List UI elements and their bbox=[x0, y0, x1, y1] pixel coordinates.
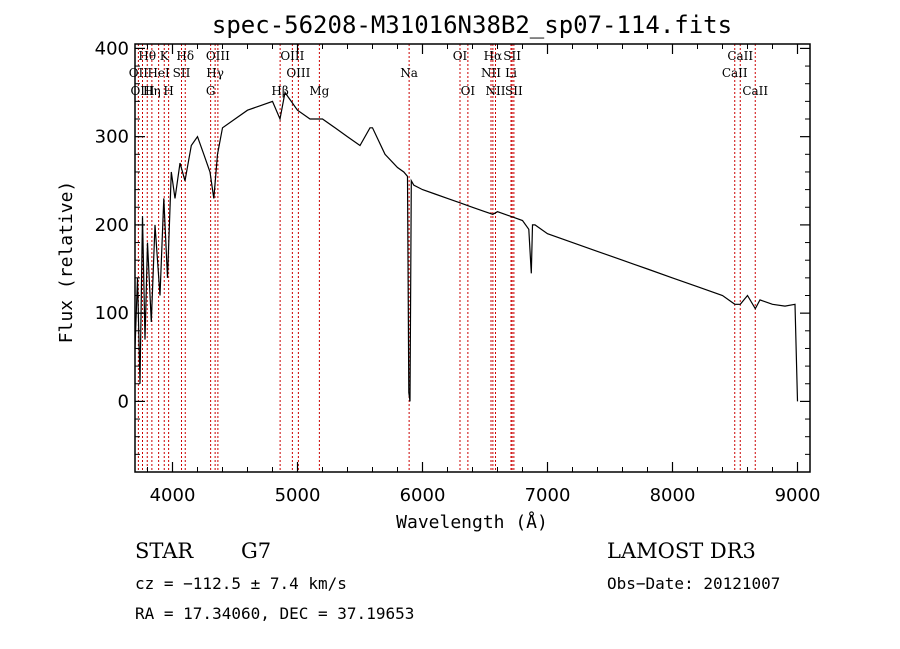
x-tick-label: 9000 bbox=[775, 485, 821, 506]
spectral-line-label: OIII bbox=[286, 66, 310, 80]
redshift-label: cz = −112.5 ± 7.4 km/s bbox=[135, 574, 347, 593]
spectral-line-label: OIII bbox=[130, 84, 154, 98]
spectral-line-label: SII bbox=[503, 49, 521, 63]
spectral-line-label: NII bbox=[486, 84, 506, 98]
spectral-line-label: HeI bbox=[147, 66, 170, 80]
y-tick-label: 200 bbox=[95, 215, 129, 236]
spectral-line-label: H bbox=[163, 84, 173, 98]
y-tick-label: 300 bbox=[95, 127, 129, 148]
spectral-line-label: CaII bbox=[727, 49, 753, 63]
x-tick-label: 4000 bbox=[150, 485, 196, 506]
y-tick-label: 0 bbox=[118, 391, 129, 412]
x-tick-label: 7000 bbox=[525, 485, 571, 506]
y-axis-ticks: 0 100 200 300 400 bbox=[95, 38, 810, 455]
y-tick-label: 100 bbox=[95, 303, 129, 324]
x-tick-label: 5000 bbox=[275, 485, 321, 506]
survey-label: LAMOST DR3 bbox=[607, 539, 756, 563]
spectral-line-label: Hη bbox=[143, 84, 161, 98]
y-axis-label: Flux (relative) bbox=[56, 181, 77, 344]
spectral-line-label: OII bbox=[129, 66, 149, 80]
spectral-line-markers bbox=[137, 44, 756, 472]
subclass-label: G7 bbox=[241, 539, 271, 563]
coords-label: RA = 17.34060, DEC = 37.19653 bbox=[135, 604, 414, 623]
spectral-line-label: SII bbox=[173, 66, 191, 80]
spectral-line-label: K bbox=[160, 49, 170, 63]
spectral-line-label: G bbox=[206, 84, 216, 98]
spectral-line-label: CaII bbox=[722, 66, 748, 80]
spectrum-line bbox=[134, 90, 799, 402]
spectral-line-label: OIII bbox=[206, 49, 230, 63]
obs-date-label: Obs−Date: 20121007 bbox=[607, 574, 780, 593]
plot-frame bbox=[134, 43, 811, 473]
spectral-line-label: Mg bbox=[309, 84, 329, 98]
spectral-line-label: Hβ bbox=[271, 84, 288, 98]
spectral-line-label: Hθ bbox=[138, 49, 156, 63]
spectral-line-label: Hδ bbox=[176, 49, 194, 63]
spectral-line-label: CaII bbox=[742, 84, 768, 98]
chart-title: spec-56208-M31016N38B2_sp07-114.fits bbox=[212, 11, 732, 39]
x-axis-label: Wavelength (Å) bbox=[396, 511, 548, 533]
y-tick-label: 400 bbox=[95, 38, 129, 59]
class-label: STAR bbox=[135, 539, 194, 563]
spectral-line-label: Hγ bbox=[206, 66, 224, 80]
spectral-line-label: OI bbox=[461, 84, 476, 98]
spectral-line-label: Hα bbox=[484, 49, 503, 63]
x-axis-ticks: 4000 5000 6000 7000 8000 9000 bbox=[147, 44, 821, 506]
spectral-line-label: NII bbox=[481, 66, 501, 80]
spectral-line-label: OIII bbox=[280, 49, 304, 63]
spectral-line-label: SII bbox=[505, 84, 523, 98]
x-tick-label: 6000 bbox=[400, 485, 446, 506]
spectral-line-label: Li bbox=[505, 66, 517, 80]
spectral-line-label: OI bbox=[453, 49, 468, 63]
spectral-line-label: Na bbox=[400, 66, 418, 80]
x-tick-label: 8000 bbox=[650, 485, 696, 506]
